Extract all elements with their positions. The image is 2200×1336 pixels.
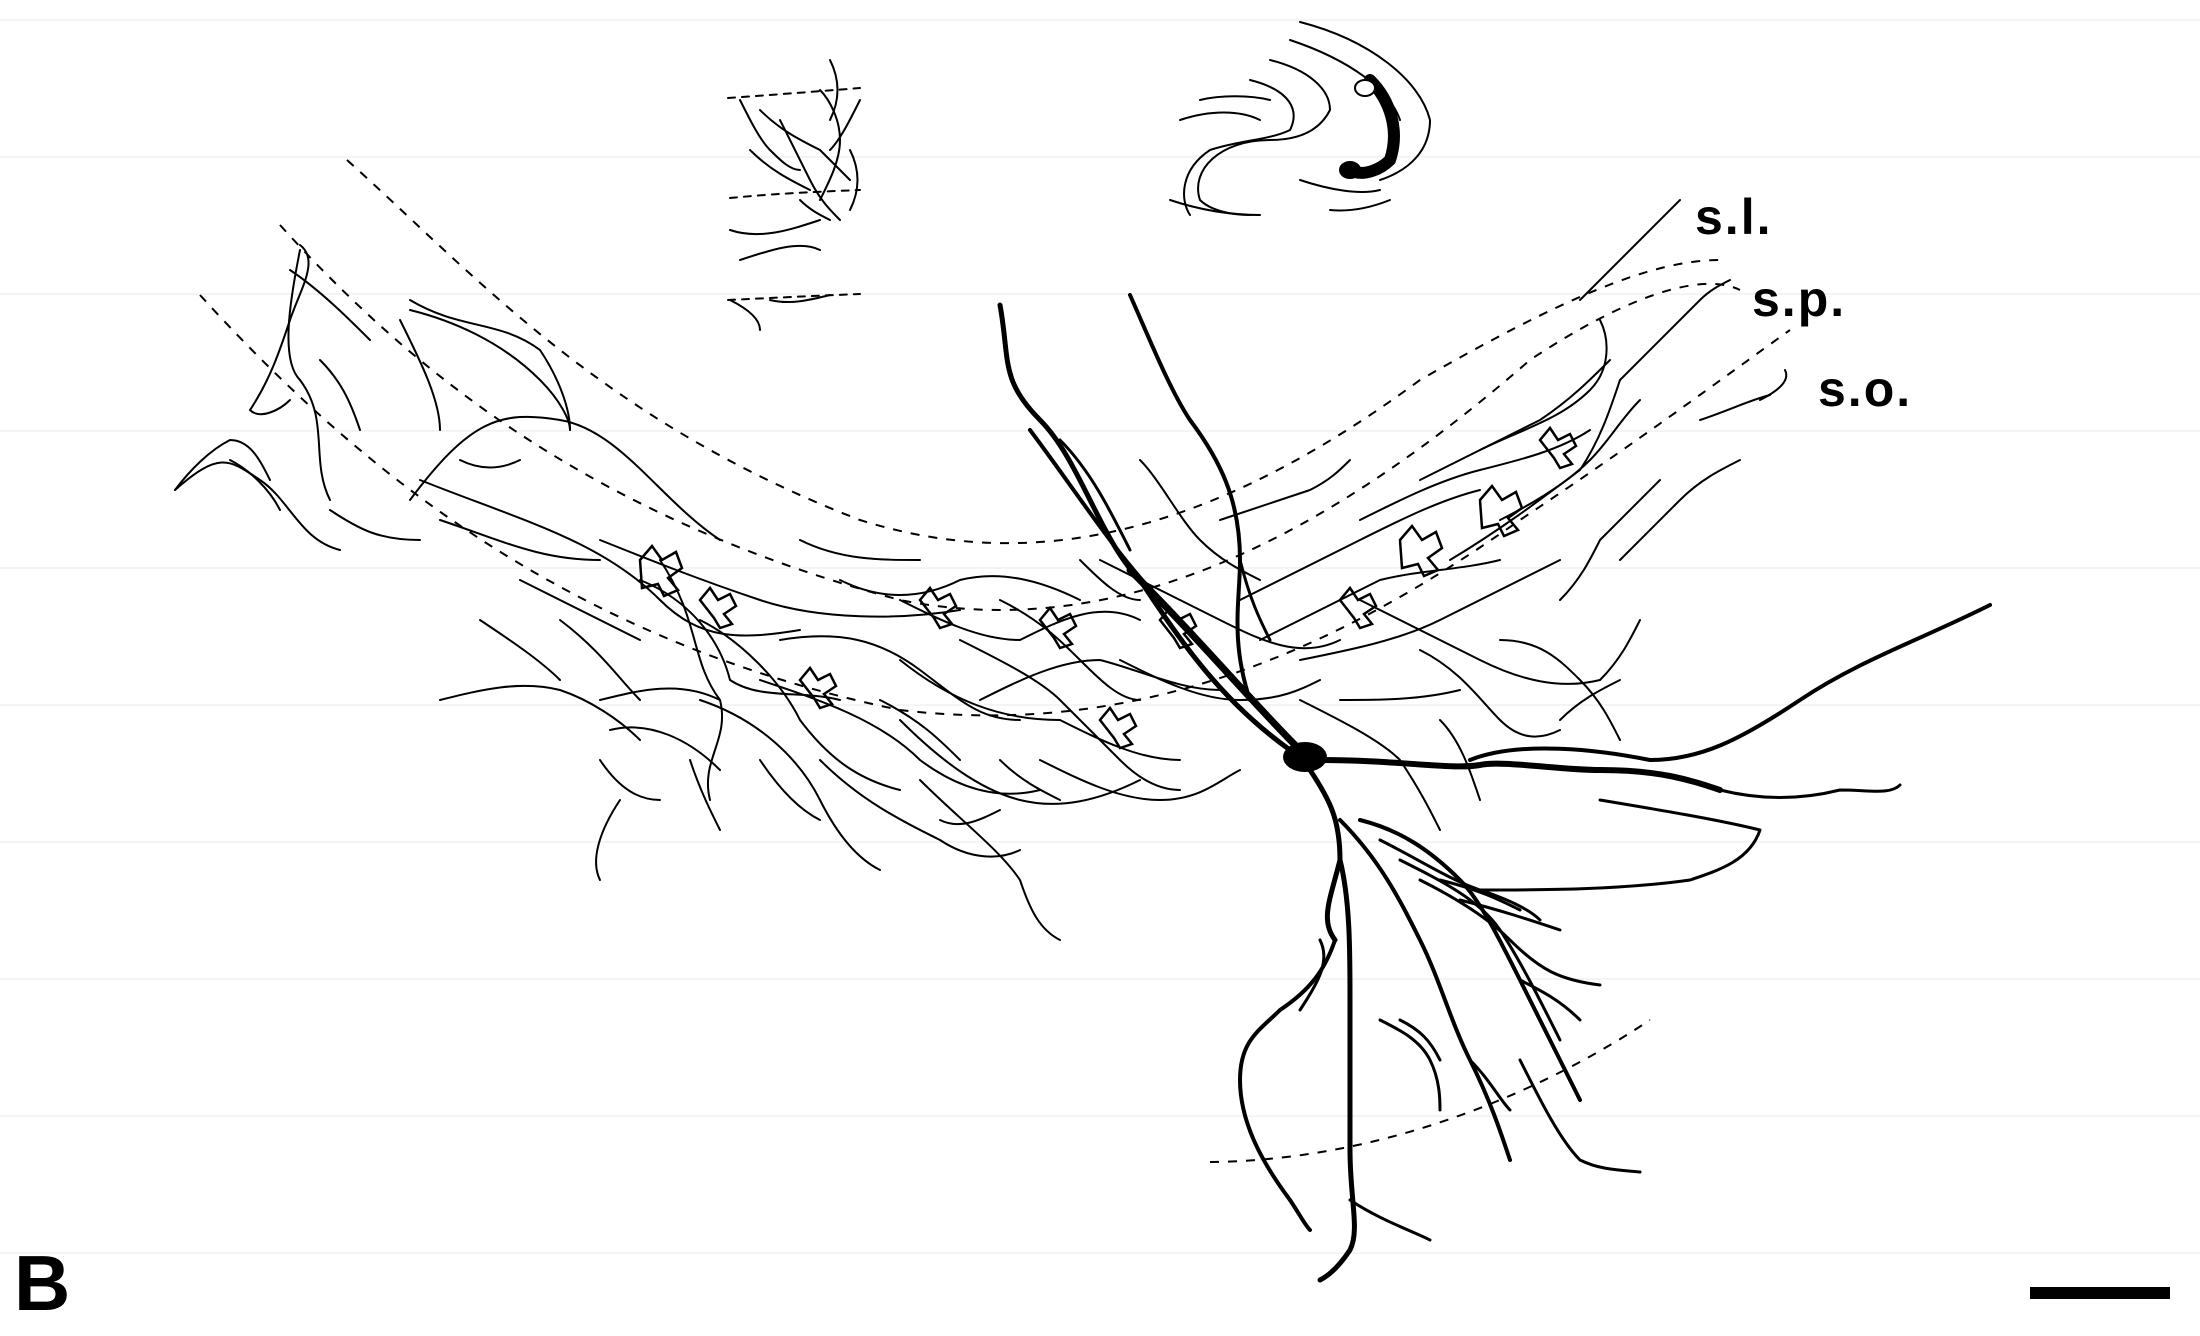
dendrites	[997, 293, 1992, 1283]
axonal-clusters	[638, 425, 1578, 750]
axonal-arbor	[174, 199, 1788, 941]
layer-label-so: s.o.	[1818, 361, 1913, 417]
panel-letter: B	[14, 1239, 71, 1327]
inset-axon-detail	[727, 59, 861, 331]
layer-label-sp: s.p.	[1752, 271, 1847, 327]
scale-bar	[2030, 1287, 2170, 1299]
boundary-sl	[346, 159, 1721, 545]
boundary-sp	[279, 224, 1741, 611]
gridlines	[0, 19, 2200, 1254]
boundary-so	[199, 294, 1791, 717]
inset-hippocampus	[1169, 21, 1432, 216]
layer-boundaries	[199, 159, 1791, 1163]
distal-processes	[174, 244, 571, 541]
boundary-deep	[1209, 1019, 1651, 1163]
soma	[1283, 742, 1327, 772]
layer-label-sl: s.l.	[1695, 189, 1773, 245]
